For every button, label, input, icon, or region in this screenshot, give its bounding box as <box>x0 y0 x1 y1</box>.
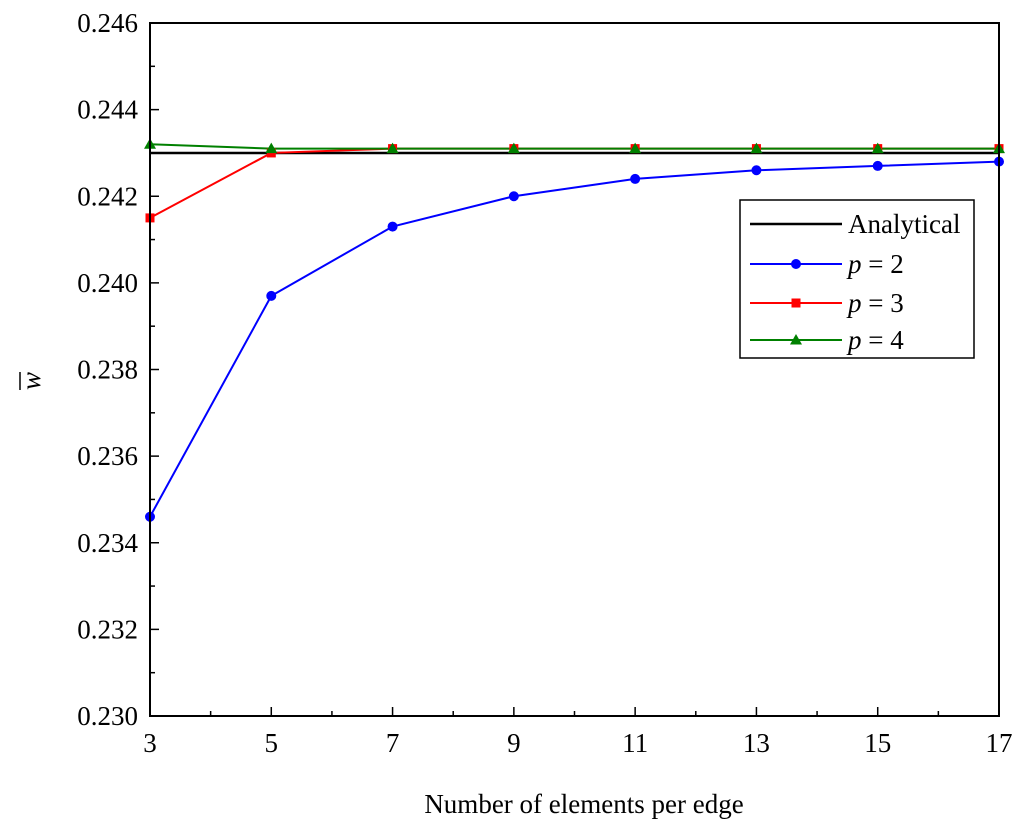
x-tick-label: 3 <box>143 728 157 758</box>
plot-area-border <box>149 22 1000 717</box>
legend-label-0: Analytical <box>848 209 960 239</box>
x-tick-label: 13 <box>743 728 770 758</box>
y-tick-label: 0.236 <box>77 441 138 471</box>
series-line-3 <box>149 143 999 150</box>
legend-marker-3 <box>790 334 802 345</box>
data-point-3 <box>507 142 520 154</box>
y-axis-title-text: w <box>16 372 46 390</box>
legend-label-1: p = 2 <box>846 249 904 279</box>
data-point-3 <box>750 142 763 154</box>
y-tick-label: 0.240 <box>77 268 138 298</box>
legend-box <box>739 199 975 359</box>
data-point-3 <box>265 142 278 154</box>
y-tick-label: 0.232 <box>77 614 138 644</box>
data-point-1 <box>508 191 519 202</box>
x-tick-label: 11 <box>622 728 648 758</box>
tick-labels: 3 5 7 9 11 13 15 17 0.230 0.232 0.234 0.236 0.238 0.2… <box>77 8 1012 758</box>
axis-ticks <box>149 22 1000 717</box>
x-tick-label: 17 <box>986 728 1013 758</box>
y-tick-label: 0.230 <box>77 701 138 731</box>
y-axis-title: w <box>16 372 46 390</box>
plot-frame <box>149 22 1000 717</box>
y-tick-label: 0.244 <box>77 95 138 125</box>
y-tick-label: 0.246 <box>77 8 138 38</box>
data-point-1 <box>751 165 762 176</box>
x-axis-title: Number of elements per edge <box>424 789 743 819</box>
legend-marker-1 <box>791 259 801 269</box>
legend-marker-2 <box>791 298 801 308</box>
x-tick-label: 7 <box>386 728 400 758</box>
data-point-1 <box>872 160 883 171</box>
data-point-3 <box>386 142 399 154</box>
y-tick-label: 0.238 <box>77 355 138 385</box>
legend-label-2: p = 3 <box>846 288 904 318</box>
data-point-1 <box>630 173 641 184</box>
x-tick-label: 9 <box>507 728 521 758</box>
series-line-1 <box>149 160 1000 518</box>
y-tick-label: 0.234 <box>77 528 138 558</box>
data-point-1 <box>387 221 398 232</box>
data-point-3 <box>629 142 642 154</box>
legend-label-3: p = 4 <box>846 325 904 355</box>
x-tick-label: 5 <box>265 728 279 758</box>
data-point-1 <box>266 290 277 301</box>
x-tick-label: 15 <box>864 728 891 758</box>
y-tick-label: 0.242 <box>77 181 138 211</box>
legend: Analytical p = 2 p = 3 p = 4 <box>739 199 975 359</box>
data-point-3 <box>871 142 884 154</box>
